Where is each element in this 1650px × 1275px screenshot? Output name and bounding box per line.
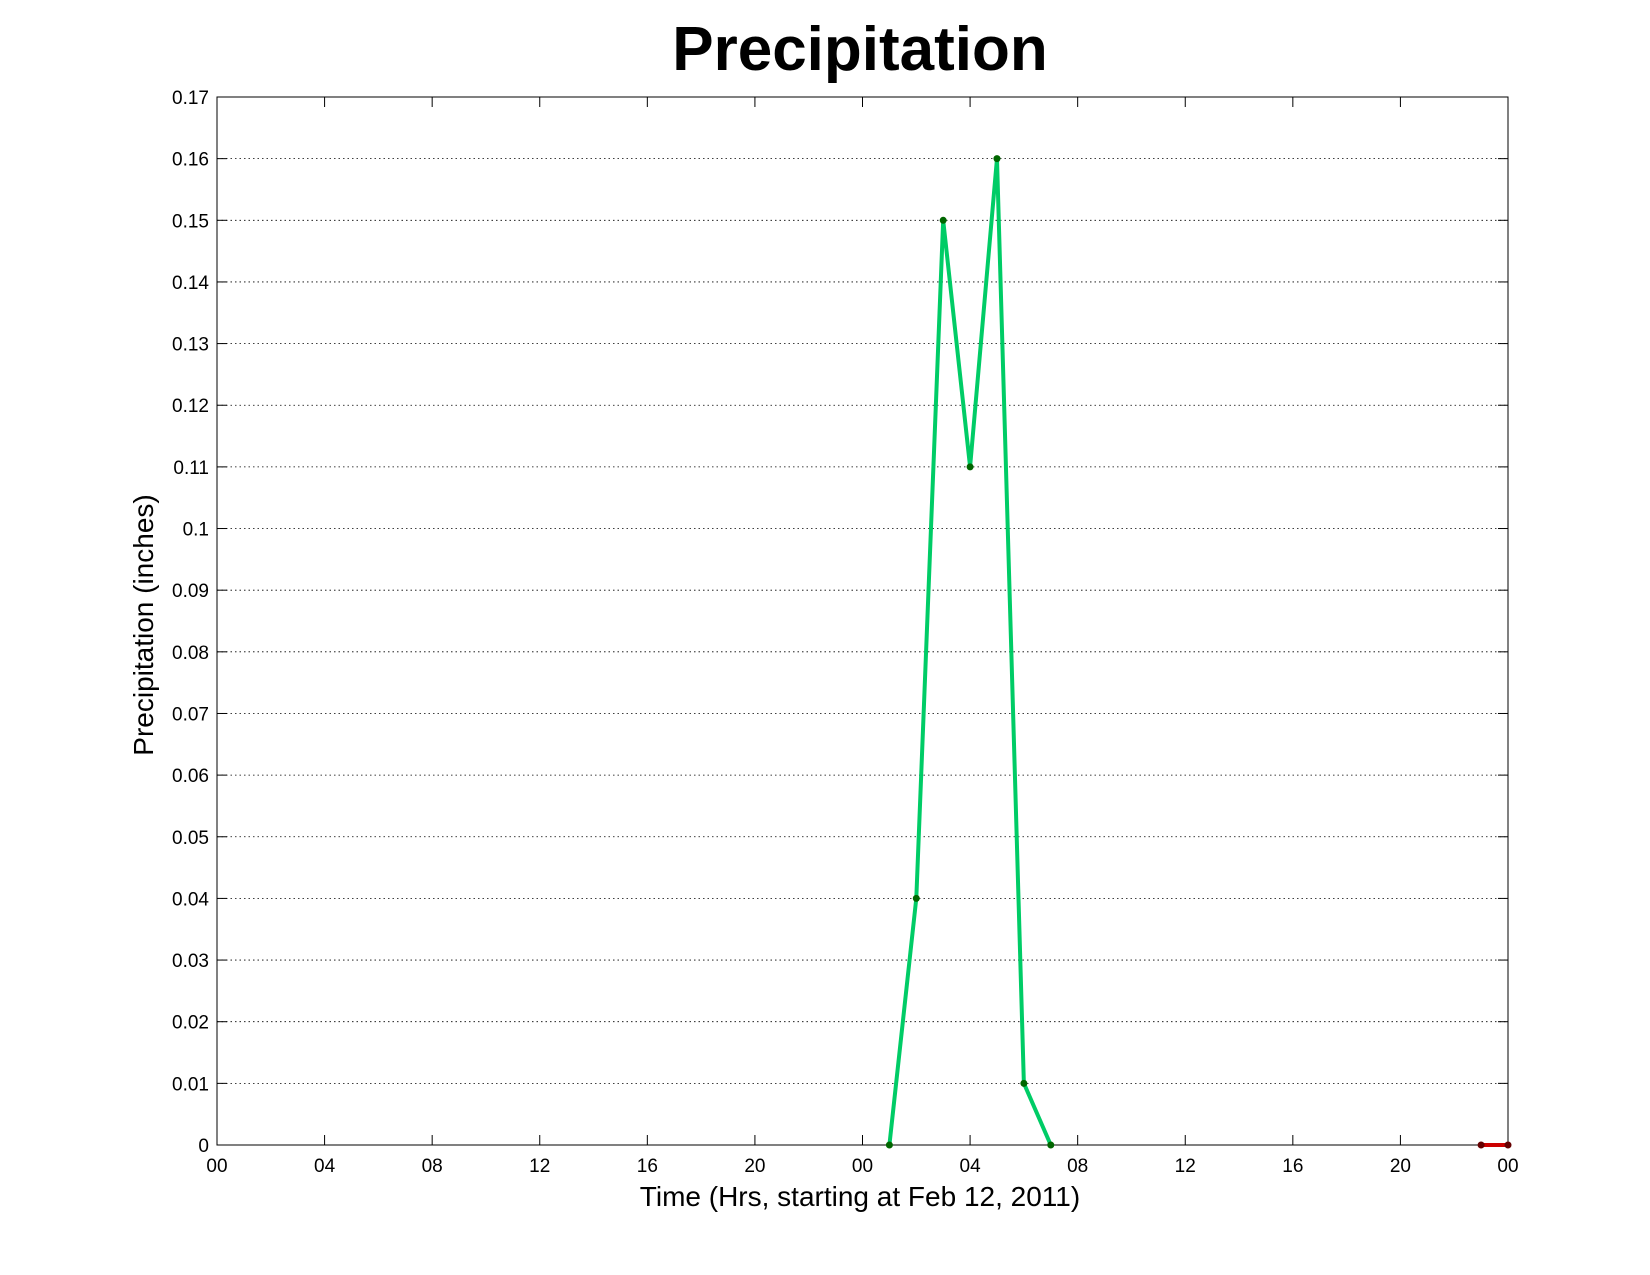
y-tick-label: 0.03 bbox=[172, 951, 209, 972]
y-tick-label: 0.06 bbox=[172, 766, 209, 787]
y-tick-label: 0.13 bbox=[172, 335, 209, 356]
y-tick-label: 0.02 bbox=[172, 1013, 209, 1034]
y-tick-label: 0.1 bbox=[183, 520, 209, 541]
x-tick-label: 08 bbox=[422, 1156, 443, 1177]
data-point bbox=[912, 894, 920, 902]
grid-lines bbox=[217, 158, 1508, 1084]
y-tick-label: 0.04 bbox=[172, 889, 209, 910]
y-tick-label: 0.14 bbox=[172, 273, 209, 294]
y-tick-label: 0.17 bbox=[172, 88, 209, 109]
data-point bbox=[1477, 1141, 1485, 1149]
y-tick-label: 0.16 bbox=[172, 150, 209, 171]
x-axis-label: Time (Hrs, starting at Feb 12, 2011) bbox=[640, 1181, 1080, 1212]
x-tick-label: 00 bbox=[206, 1156, 227, 1177]
y-tick-label: 0.09 bbox=[172, 581, 209, 602]
y-tick-label: 0.11 bbox=[173, 458, 209, 479]
data-point bbox=[939, 216, 947, 224]
x-tick-label: 20 bbox=[744, 1156, 765, 1177]
x-tick-label: 12 bbox=[1175, 1156, 1196, 1177]
data-point bbox=[1047, 1141, 1055, 1149]
y-tick-label: 0.01 bbox=[172, 1074, 209, 1095]
x-tick-label: 16 bbox=[637, 1156, 658, 1177]
y-tick-label: 0.15 bbox=[172, 211, 209, 232]
x-tick-label: 12 bbox=[529, 1156, 550, 1177]
data-point bbox=[885, 1141, 893, 1149]
x-tick-label: 16 bbox=[1282, 1156, 1303, 1177]
data-point bbox=[993, 155, 1001, 163]
x-tick-label: 04 bbox=[960, 1156, 982, 1177]
y-tick-label: 0 bbox=[198, 1136, 209, 1157]
y-tick-label: 0.07 bbox=[172, 704, 209, 725]
x-tick-label: 04 bbox=[314, 1156, 336, 1177]
x-tick-label: 08 bbox=[1067, 1156, 1088, 1177]
chart-title: Precipitation bbox=[672, 15, 1048, 84]
data-series bbox=[885, 155, 1512, 1149]
y-tick-label: 0.08 bbox=[172, 643, 209, 664]
y-tick-label: 0.12 bbox=[172, 396, 209, 417]
data-point bbox=[1020, 1079, 1028, 1087]
axis-ticks: 0 0.01 0.02 0.03 0.04 0.05 0.06 0.07 0.08 0.09 0.1… bbox=[172, 88, 1519, 1177]
data-point bbox=[1504, 1141, 1512, 1149]
x-tick-label: 20 bbox=[1390, 1156, 1411, 1177]
x-tick-label: 00 bbox=[852, 1156, 873, 1177]
x-tick-label: 00 bbox=[1497, 1156, 1518, 1177]
data-point bbox=[966, 463, 974, 471]
y-tick-label: 0.05 bbox=[172, 828, 209, 849]
y-axis-label: Precipitation (inches) bbox=[128, 494, 159, 755]
